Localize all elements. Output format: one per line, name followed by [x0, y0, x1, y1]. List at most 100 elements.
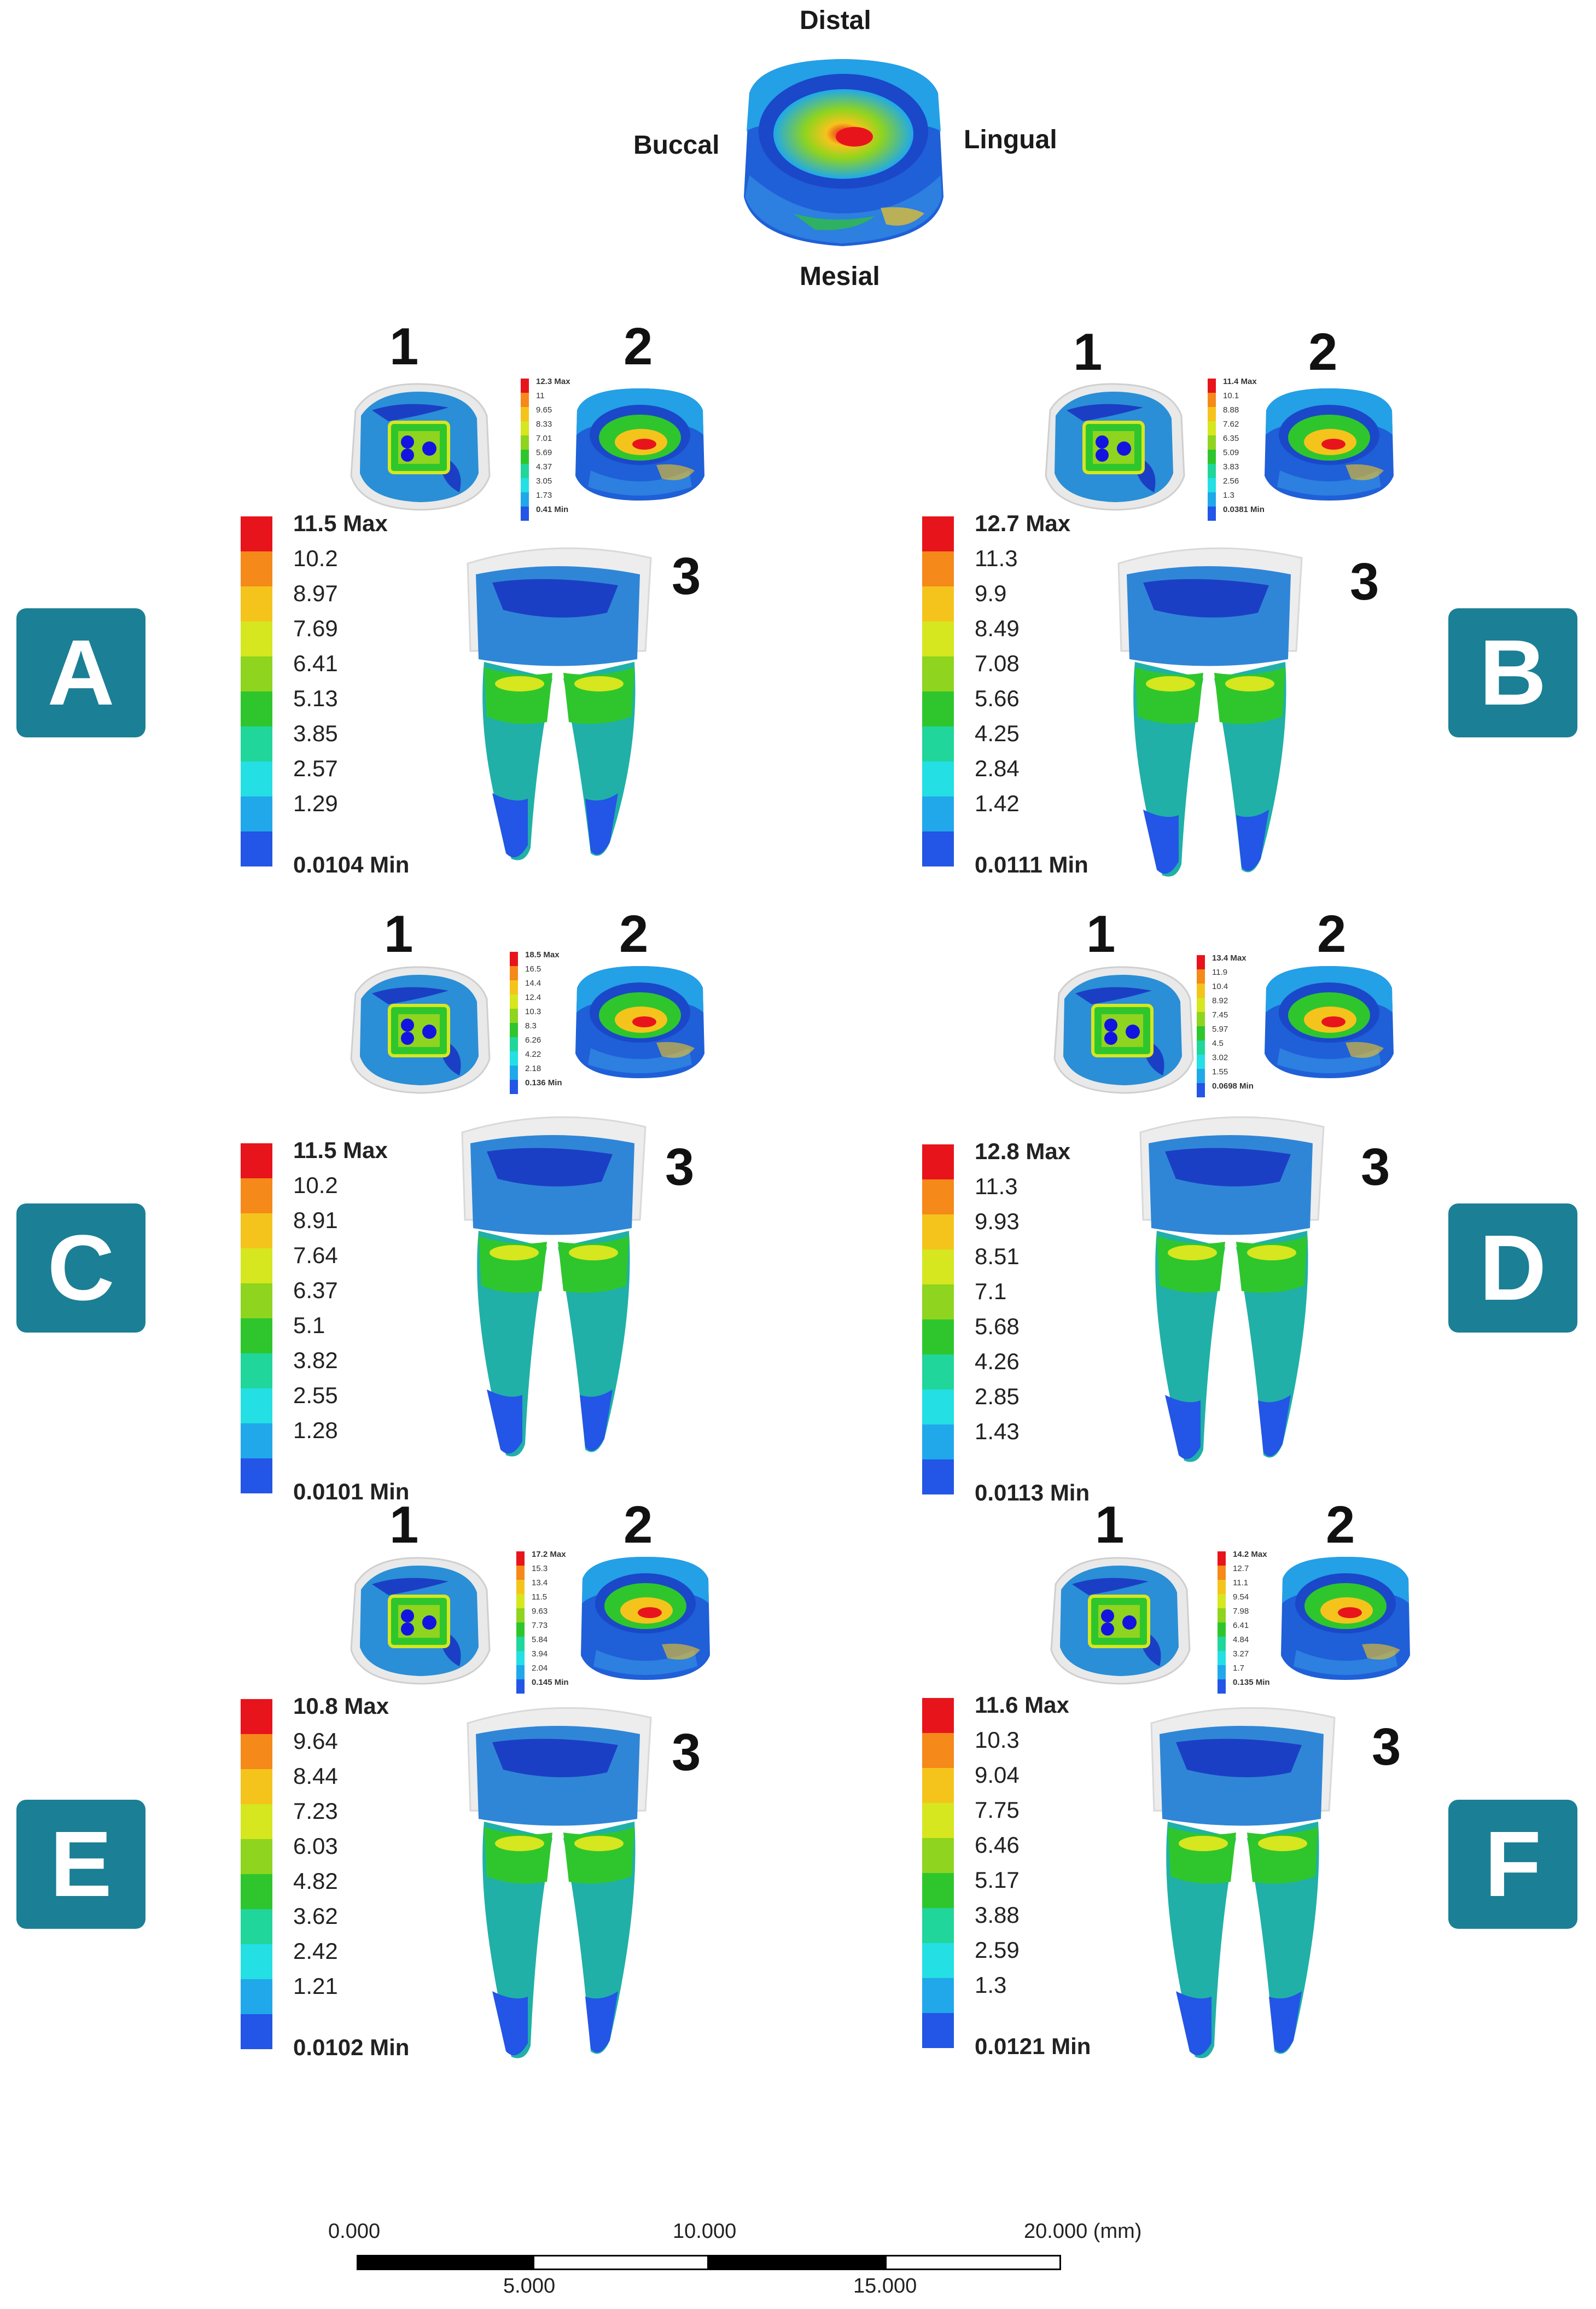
legend-swatch [241, 1699, 272, 1734]
panel-b-view-1-label: 1 [1073, 323, 1103, 381]
legend-swatch [241, 1178, 272, 1213]
legend-swatch [241, 1318, 272, 1353]
mini-legend-label: 13.4 Max [1212, 953, 1246, 963]
legend-label: 7.64 [293, 1242, 338, 1268]
legend-swatch [241, 726, 272, 761]
scale-segment-1 [357, 2255, 533, 2270]
panel-d-view-3-label: 3 [1361, 1138, 1390, 1196]
legend-label: 7.69 [293, 615, 338, 641]
legend-label: 6.03 [293, 1833, 338, 1859]
panel-e-view-3-tooth-model [467, 1707, 652, 2058]
mini-legend-swatch [516, 1622, 525, 1637]
legend-label: 1.43 [975, 1418, 1020, 1444]
mini-legend-label: 17.2 Max [532, 1550, 566, 1559]
panel-a-view-1-occlusal-crown [350, 383, 491, 511]
mini-legend-swatch [1197, 1055, 1205, 1069]
mini-legend-swatch [521, 407, 529, 421]
mini-legend-swatch [1208, 464, 1216, 478]
legend-swatch [241, 1874, 272, 1909]
legend-label: 9.64 [293, 1728, 338, 1754]
mini-legend-label: 7.73 [532, 1621, 548, 1630]
legend-label: 2.84 [975, 755, 1020, 781]
orientation-lingual: Lingual [964, 125, 1057, 154]
mini-legend-label: 3.02 [1212, 1053, 1228, 1062]
panel-d-view-1-occlusal-crown [1053, 966, 1194, 1094]
mini-legend-swatch [1208, 421, 1216, 435]
mini-legend-label: 2.56 [1223, 476, 1239, 486]
panel-a-view-2-crown-shell [575, 388, 704, 501]
mini-legend-swatch [521, 435, 529, 450]
panel-a-view-3-tooth-model [467, 547, 652, 860]
mini-legend-label: 12.4 [525, 993, 541, 1002]
reference-crown-occlusal-view [744, 59, 943, 246]
mini-legend-label: 9.63 [532, 1607, 548, 1616]
scale-label-5: 5.000 [503, 2275, 556, 2298]
mini-legend-label: 0.145 Min [532, 1678, 569, 1687]
mini-legend-label: 9.54 [1233, 1592, 1249, 1602]
legend-swatch [922, 1978, 954, 2013]
mini-legend-swatch [1218, 1566, 1226, 1580]
legend-swatch [241, 1143, 272, 1178]
legend-swatch [922, 1214, 954, 1249]
legend-label: 8.97 [293, 580, 338, 606]
mini-legend-label: 3.94 [532, 1649, 548, 1659]
mini-legend-label: 8.33 [536, 420, 552, 429]
legend-label: 8.49 [975, 615, 1020, 641]
legend-swatch [241, 1388, 272, 1423]
mini-legend-label: 14.4 [525, 979, 541, 988]
panel-e-view-2-label: 2 [624, 1496, 653, 1554]
orientation-distal: Distal [800, 6, 871, 35]
legend-swatch [922, 1873, 954, 1908]
mini-legend-swatch [516, 1566, 525, 1580]
legend-label: 7.23 [293, 1798, 338, 1824]
legend-swatch [241, 551, 272, 586]
mini-legend-swatch [1218, 1580, 1226, 1594]
mini-legend-label: 12.3 Max [536, 377, 570, 386]
mini-legend-label: 6.35 [1223, 434, 1239, 443]
legend-swatch [241, 1423, 272, 1458]
panel-d-view-1-label: 1 [1086, 905, 1116, 963]
legend-swatch [922, 1389, 954, 1424]
scale-label-10: 10.000 [673, 2220, 737, 2243]
legend-label: 0.0102 Min [293, 2034, 410, 2060]
legend-label: 8.44 [293, 1763, 338, 1789]
panel-f-view-2-label: 2 [1326, 1496, 1355, 1554]
legend-label: 12.7 Max [975, 510, 1071, 536]
legend-label: 1.21 [293, 1973, 338, 1999]
mini-legend-label: 0.41 Min [536, 505, 569, 514]
legend-label: 10.2 [293, 545, 338, 571]
mini-legend-swatch [516, 1651, 525, 1665]
legend-swatch [922, 1144, 954, 1179]
legend-swatch [922, 831, 954, 866]
mini-legend-swatch [510, 1051, 518, 1066]
mini-legend-label: 11 [536, 391, 545, 400]
legend-label: 3.88 [975, 1902, 1020, 1928]
mini-legend-label: 4.5 [1212, 1039, 1224, 1048]
legend-label: 9.93 [975, 1208, 1020, 1234]
mini-legend-label: 4.37 [536, 462, 552, 472]
scale-label-15: 15.000 [853, 2275, 917, 2298]
legend-label: 9.9 [975, 580, 1007, 606]
panel-a-badge: A [16, 608, 145, 737]
panel-b-view-3-tooth-model [1117, 547, 1303, 877]
mini-legend-label: 0.0698 Min [1212, 1081, 1254, 1091]
legend-swatch [241, 796, 272, 831]
mini-legend-swatch [516, 1679, 525, 1694]
mini-legend-swatch [521, 492, 529, 507]
scale-segment-2 [533, 2255, 709, 2270]
legend-swatch [241, 1248, 272, 1283]
scale-segment-4 [885, 2255, 1061, 2270]
mini-legend-label: 7.98 [1233, 1607, 1249, 1616]
mini-legend-swatch [521, 421, 529, 435]
panel-b-badge: B [1448, 608, 1577, 737]
mini-legend-swatch [1218, 1637, 1226, 1651]
mini-legend-swatch [521, 478, 529, 492]
legend-swatch [922, 796, 954, 831]
mini-legend-label: 1.3 [1223, 491, 1234, 500]
mini-legend-swatch [1218, 1665, 1226, 1679]
legend-label: 8.51 [975, 1243, 1020, 1269]
mini-legend-label: 2.04 [532, 1664, 548, 1673]
mini-legend-swatch [510, 1023, 518, 1037]
legend-swatch [922, 1354, 954, 1389]
mini-legend-swatch [1197, 955, 1205, 969]
